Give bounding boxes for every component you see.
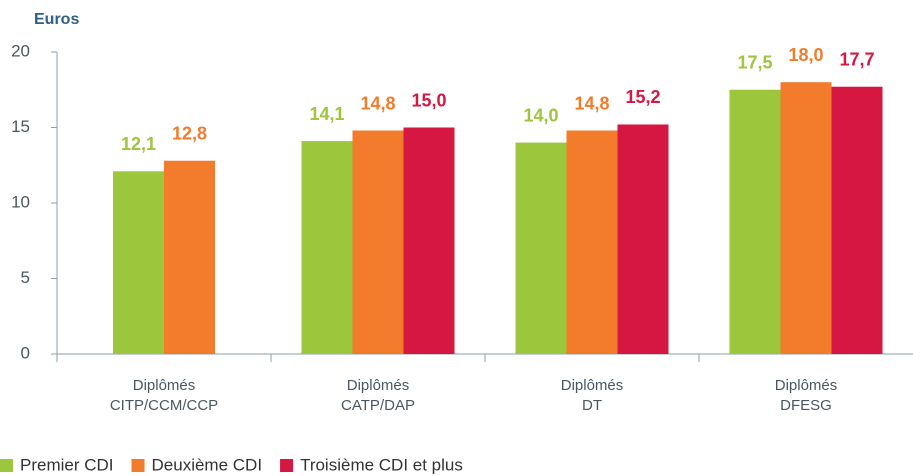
value-label: 17,7 <box>839 49 874 69</box>
legend-label: Deuxième CDI <box>152 455 263 474</box>
value-label: 17,5 <box>737 53 772 73</box>
y-axis-label: Euros <box>34 11 79 28</box>
y-tick-label: 5 <box>21 268 30 287</box>
x-tick-label: CATP/DAP <box>341 397 415 414</box>
bar <box>831 86 883 354</box>
y-tick-label: 15 <box>11 117 30 136</box>
value-label: 18,0 <box>788 45 823 65</box>
value-label: 14,0 <box>523 105 558 125</box>
x-tick-label: Diplômés <box>133 377 196 394</box>
value-label: 12,8 <box>172 123 207 143</box>
bar <box>780 82 832 354</box>
value-label: 14,8 <box>574 93 609 113</box>
y-tick-label: 20 <box>11 41 30 60</box>
bar <box>566 130 618 354</box>
x-tick-label: Diplômés <box>347 377 410 394</box>
bar <box>617 124 669 354</box>
bar <box>352 130 404 354</box>
bar <box>301 141 353 354</box>
bar <box>403 127 455 354</box>
bar <box>164 160 215 354</box>
legend-label: Premier CDI <box>20 455 114 474</box>
value-label: 12,1 <box>121 134 156 154</box>
legend-swatch <box>131 459 145 472</box>
x-tick-label: DFESG <box>780 397 832 414</box>
value-label: 14,8 <box>360 93 395 113</box>
value-label: 15,2 <box>625 87 660 107</box>
x-tick-label: CITP/CCM/CCP <box>110 397 218 414</box>
legend-swatch <box>0 459 13 472</box>
value-label: 14,1 <box>309 104 344 124</box>
legend-label: Troisième CDI et plus <box>300 455 463 474</box>
y-tick-label: 0 <box>21 343 30 362</box>
bar <box>515 142 567 354</box>
value-label: 15,0 <box>411 90 446 110</box>
bar <box>729 89 781 354</box>
y-tick-label: 10 <box>11 192 30 211</box>
legend-swatch <box>280 459 294 472</box>
x-tick-label: Diplômés <box>561 377 624 394</box>
x-tick-label: DT <box>582 397 602 414</box>
x-tick-label: Diplômés <box>775 377 838 394</box>
bar <box>113 171 164 354</box>
